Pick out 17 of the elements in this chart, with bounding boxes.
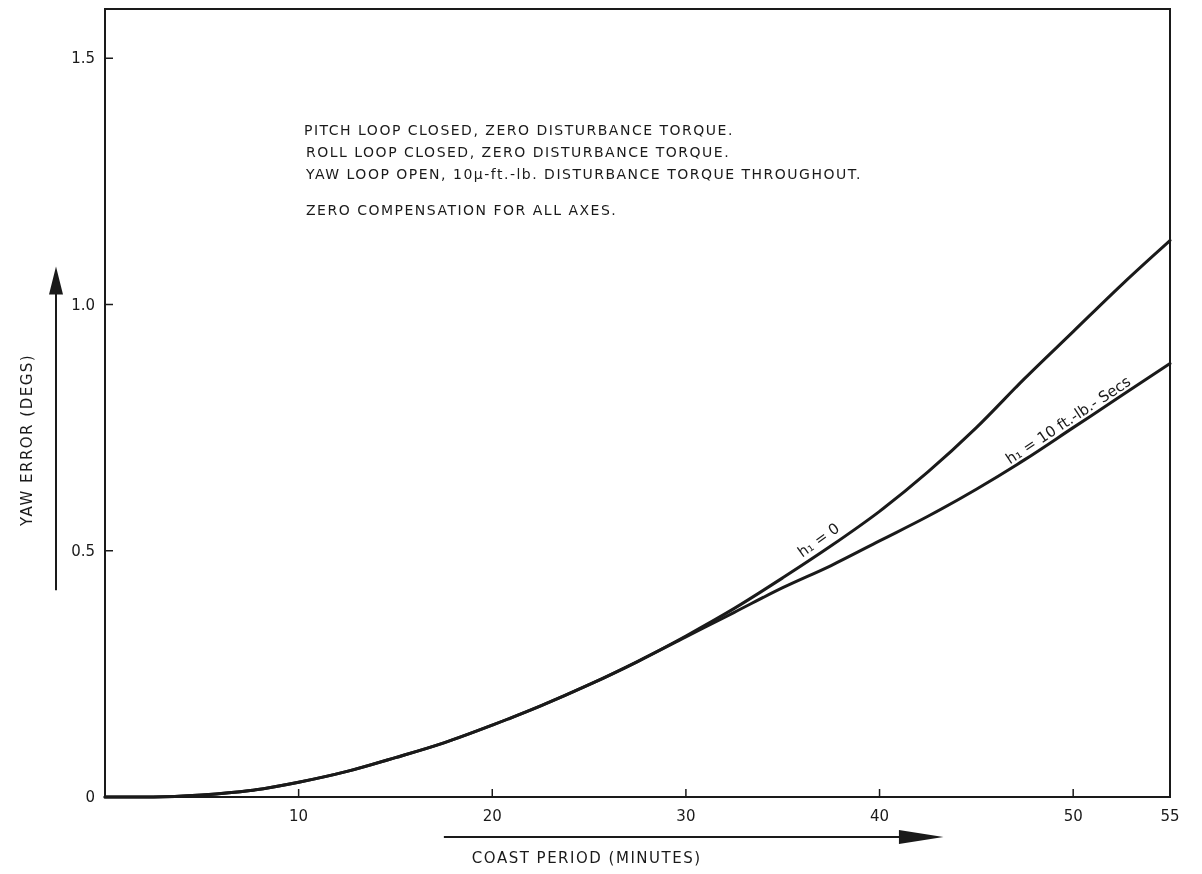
y-tick-label: 0.5 <box>71 541 95 560</box>
y-axis-title: YAW ERROR (DEGS) <box>18 353 36 528</box>
x-tick-label: 10 <box>289 807 309 825</box>
annotation: PITCH LOOP CLOSED, ZERO DISTURBANCE TORQUE. <box>304 122 734 138</box>
x-tick-label: 55 <box>1160 807 1180 825</box>
x-tick-label: 20 <box>482 807 502 825</box>
annotation: ZERO COMPENSATION FOR ALL AXES. <box>306 202 618 218</box>
x-tick-label: 40 <box>870 807 890 825</box>
annotation: ROLL LOOP CLOSED, ZERO DISTURBANCE TORQUE. <box>306 144 731 160</box>
y-tick-label: 1.5 <box>71 49 95 68</box>
y-tick-label: 0 <box>85 788 95 806</box>
x-axis-title: COAST PERIOD (MINUTES) <box>471 849 702 867</box>
y-tick-label: 1.0 <box>71 295 95 314</box>
annotation: YAW LOOP OPEN, 10μ-ft.-lb. DISTURBANCE TORQUE THROUGHOUT. <box>305 166 863 182</box>
x-tick-label: 30 <box>676 807 696 825</box>
x-tick-label: 50 <box>1063 807 1083 825</box>
text: h₁ = 0 <box>794 519 843 562</box>
